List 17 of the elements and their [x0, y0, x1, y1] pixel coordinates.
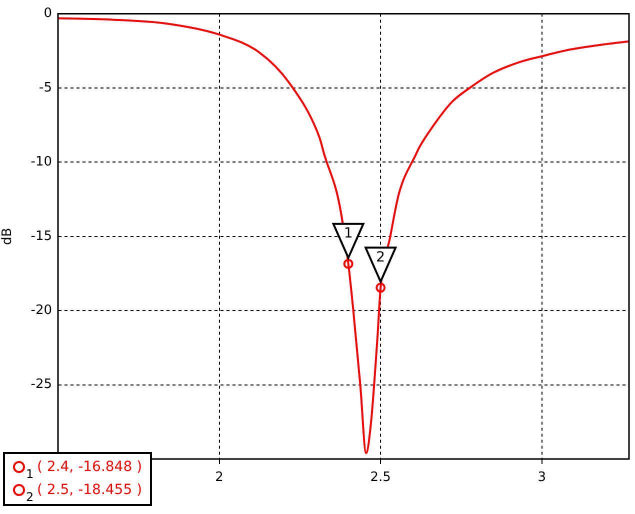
x-tick-label: 2.5	[370, 470, 391, 486]
y-tick-label: -20	[30, 302, 52, 318]
y-tick-label: 0	[44, 6, 52, 22]
x-tick-label: 3	[538, 470, 546, 486]
annotation: 2	[376, 249, 386, 266]
text: 2	[26, 490, 34, 504]
x-tick-label: 2	[215, 470, 224, 486]
y-tick-label: -5	[39, 80, 52, 96]
annotation: 1	[344, 225, 353, 242]
text: ( 2.5, -18.455 )	[37, 482, 142, 498]
annotation: ( 2.4, -16.848 )	[37, 459, 142, 475]
text: 1	[26, 467, 34, 481]
y-tick-label: -10	[30, 154, 52, 170]
line-series	[58, 17, 629, 454]
y-tick-label: -25	[30, 377, 52, 392]
y-tick-label: -15	[30, 228, 52, 244]
y-axis-title: dB	[0, 228, 16, 245]
